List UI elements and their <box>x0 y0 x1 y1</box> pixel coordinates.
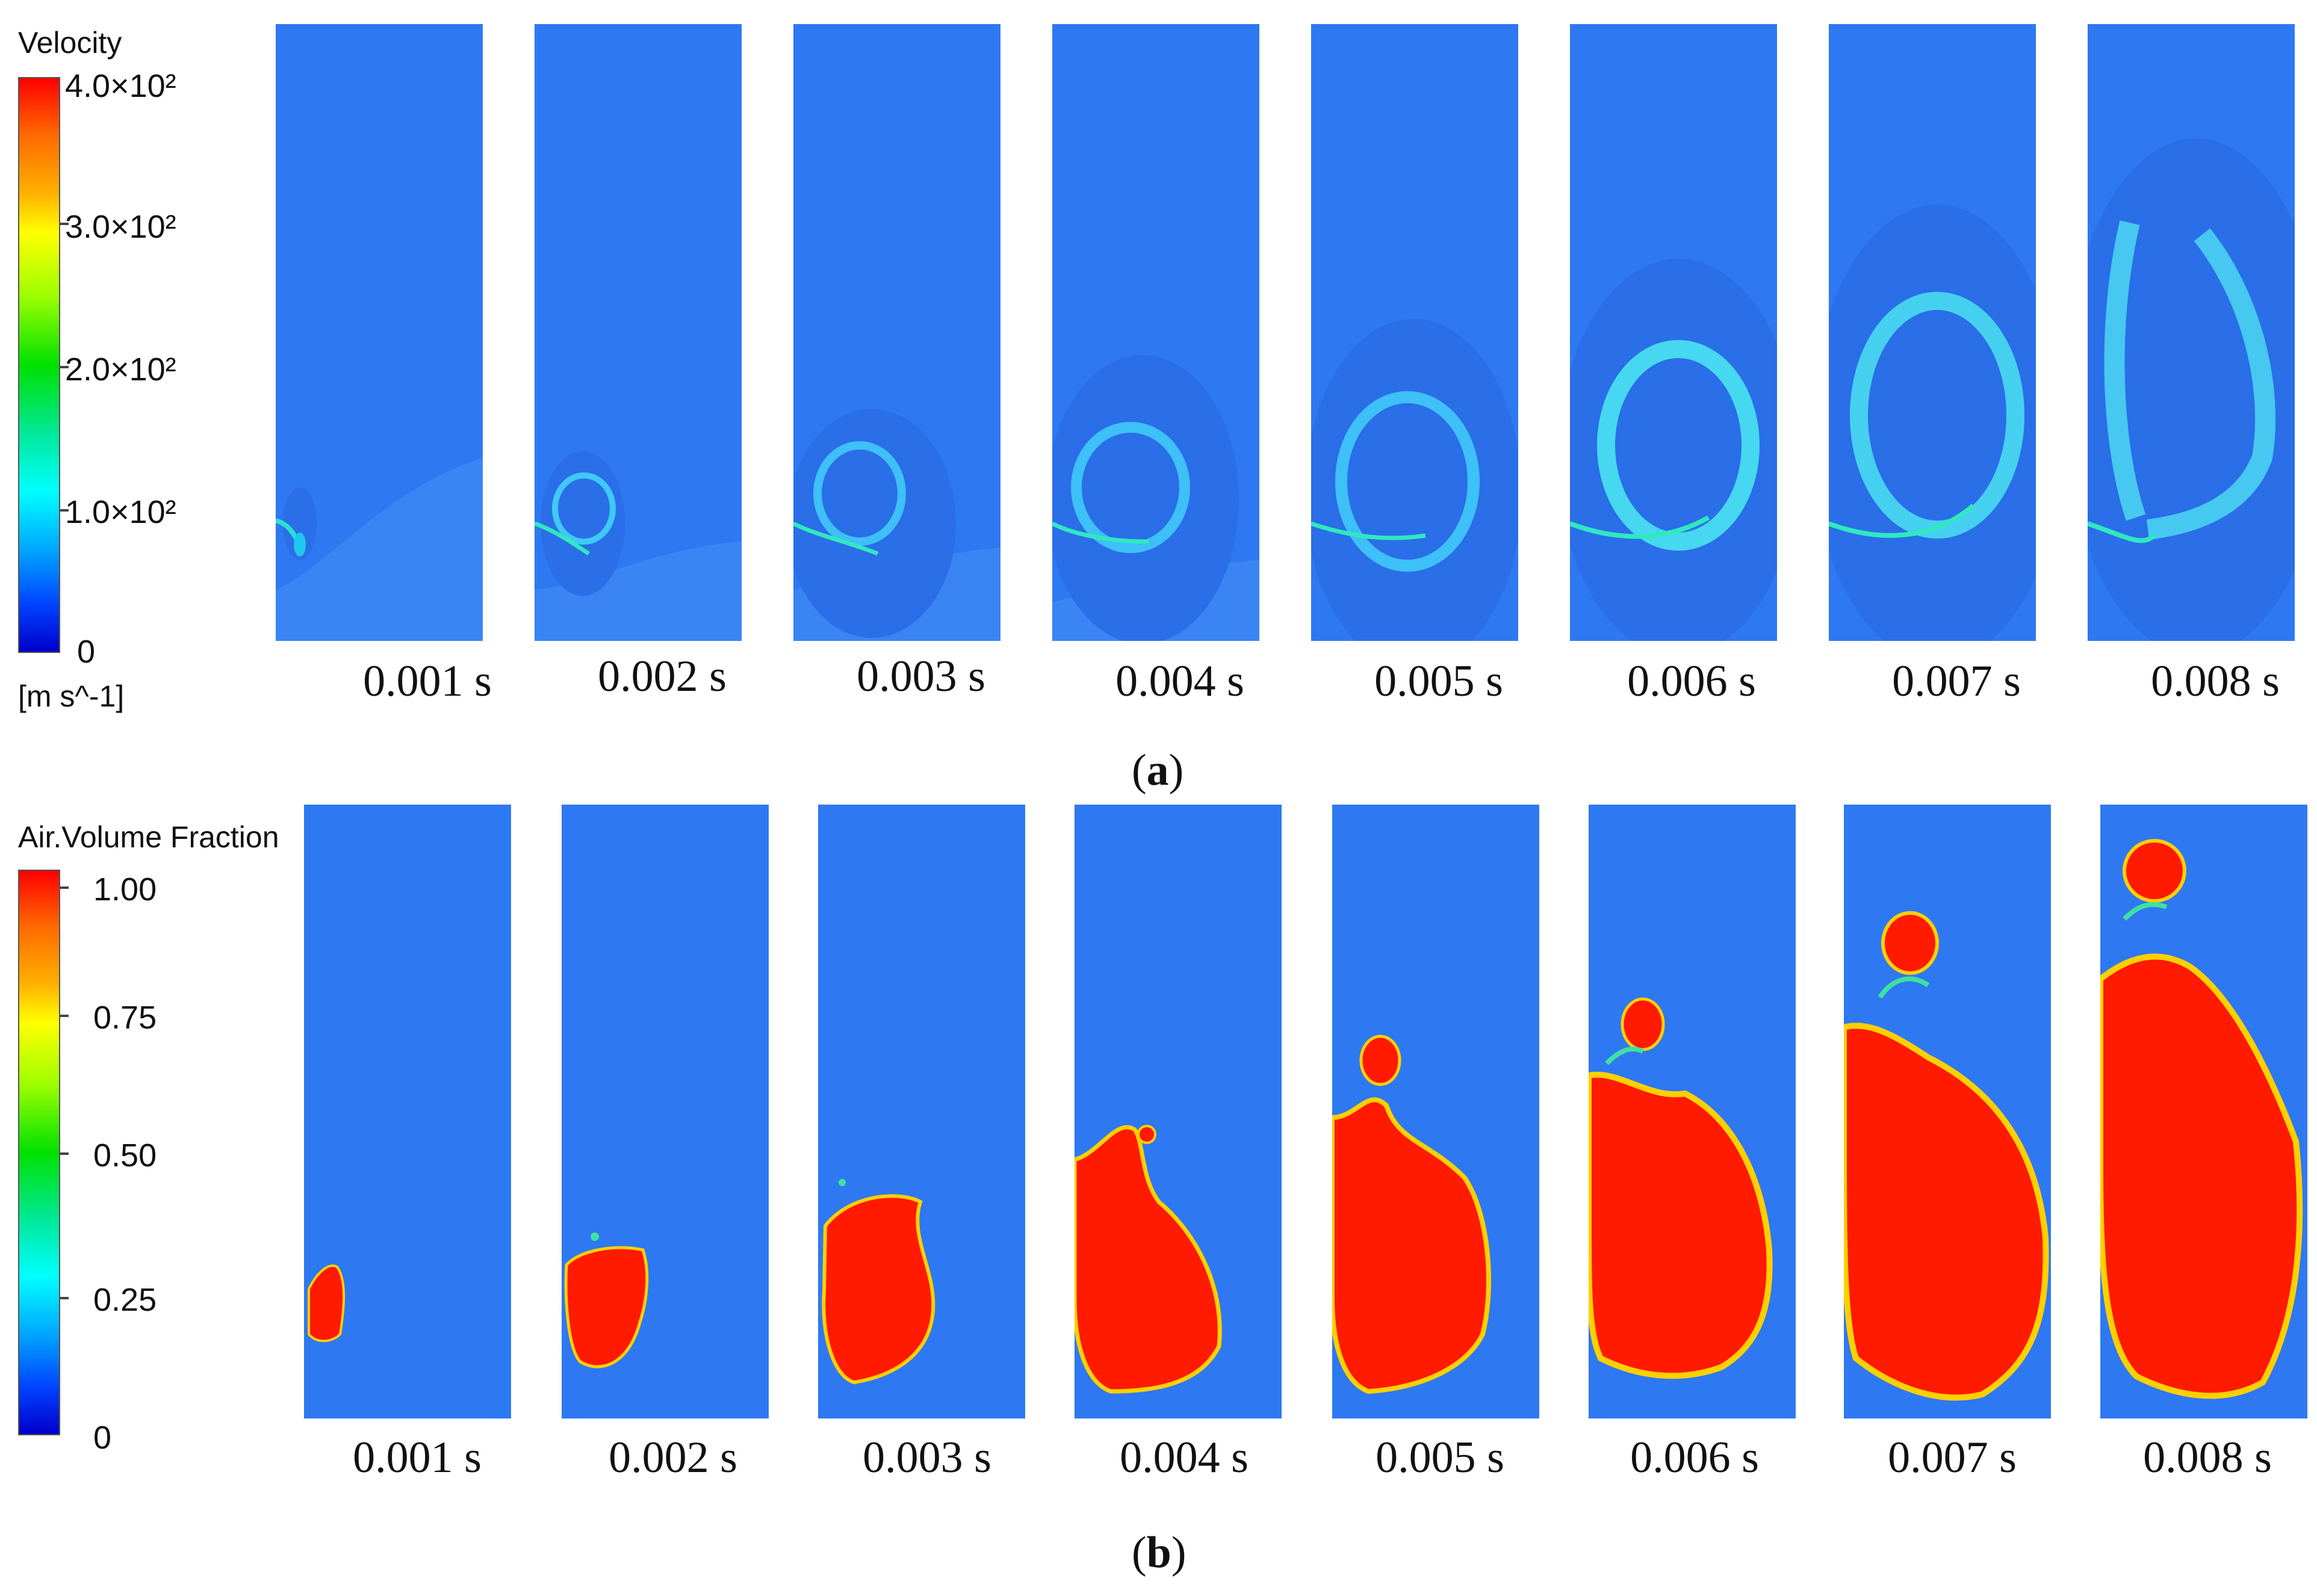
velocity-panel-t1 <box>276 24 483 641</box>
velocity-panel-t8 <box>2088 24 2295 641</box>
air-fraction-label: 1.00 <box>93 871 157 908</box>
air-fraction-label: 0.50 <box>93 1137 157 1174</box>
velocity-panel-t5 <box>1311 24 1518 641</box>
air-fraction-time-label: 0.004 s <box>1120 1433 1248 1482</box>
velocity-colorbar-label: 3.0×10² <box>65 209 176 245</box>
air-fraction-panel-t3 <box>818 805 1025 1418</box>
velocity-time-label: 0.003 s <box>857 652 985 701</box>
colorbar-tick <box>60 509 69 512</box>
velocity-panel-t2 <box>535 24 742 641</box>
velocity-panel-t4 <box>1052 24 1259 641</box>
air-fraction-time-label: 0.003 s <box>863 1433 991 1482</box>
velocity-time-label: 0.001 s <box>363 657 492 706</box>
air-fraction-time-label: 0.001 s <box>353 1433 482 1482</box>
velocity-colorbar-label-max: 4.0×10² <box>65 68 176 104</box>
velocity-panel-t6 <box>1570 24 1777 641</box>
air-fraction-label: 0.75 <box>93 1000 157 1036</box>
velocity-colorbar-label: 1.0×10² <box>65 494 176 530</box>
figure-a-caption: (a) <box>1132 746 1184 795</box>
air-fraction-time-label: 0.005 s <box>1376 1433 1504 1482</box>
velocity-colorbar-label-min: 0 <box>77 634 96 670</box>
air-fraction-panel-t6 <box>1589 805 1796 1418</box>
colorbar-tick <box>60 223 69 225</box>
colorbar-tick <box>60 1152 69 1155</box>
air-fraction-colorbar <box>18 870 60 1435</box>
air-fraction-panel-t7 <box>1844 805 2051 1418</box>
colorbar-tick <box>60 1015 69 1017</box>
air-fraction-colorbar-title: Air.Volume Fraction <box>18 820 279 854</box>
velocity-time-label: 0.005 s <box>1374 657 1503 706</box>
figure-b-caption: (b) <box>1132 1528 1186 1577</box>
air-fraction-label-min: 0 <box>93 1420 112 1456</box>
colorbar-tick <box>60 1297 69 1299</box>
velocity-colorbar-title: Velocity <box>18 26 122 60</box>
air-fraction-time-label: 0.008 s <box>2143 1433 2272 1482</box>
colorbar-tick <box>60 886 69 889</box>
air-fraction-time-label: 0.002 s <box>609 1433 737 1482</box>
air-fraction-panel-t5 <box>1332 805 1539 1418</box>
colorbar-tick <box>60 366 69 368</box>
velocity-panel-t3 <box>793 24 1000 641</box>
velocity-panel-t7 <box>1829 24 2036 641</box>
velocity-time-label: 0.006 s <box>1627 657 1756 706</box>
air-fraction-label: 0.25 <box>93 1282 157 1318</box>
velocity-time-label: 0.008 s <box>2151 657 2280 706</box>
air-fraction-panel-t2 <box>562 805 769 1418</box>
air-fraction-panel-t1 <box>304 805 511 1418</box>
velocity-colorbar <box>18 77 60 653</box>
air-fraction-panel-t4 <box>1075 805 1282 1418</box>
air-fraction-panel-t8 <box>2100 805 2307 1418</box>
velocity-time-label: 0.004 s <box>1115 657 1244 706</box>
velocity-colorbar-label: 2.0×10² <box>65 351 176 388</box>
velocity-time-label: 0.007 s <box>1892 657 2021 706</box>
air-fraction-time-label: 0.006 s <box>1630 1433 1759 1482</box>
velocity-time-label: 0.002 s <box>598 652 727 701</box>
velocity-colorbar-unit: [m s^-1] <box>18 679 125 713</box>
air-fraction-time-label: 0.007 s <box>1888 1433 2017 1482</box>
